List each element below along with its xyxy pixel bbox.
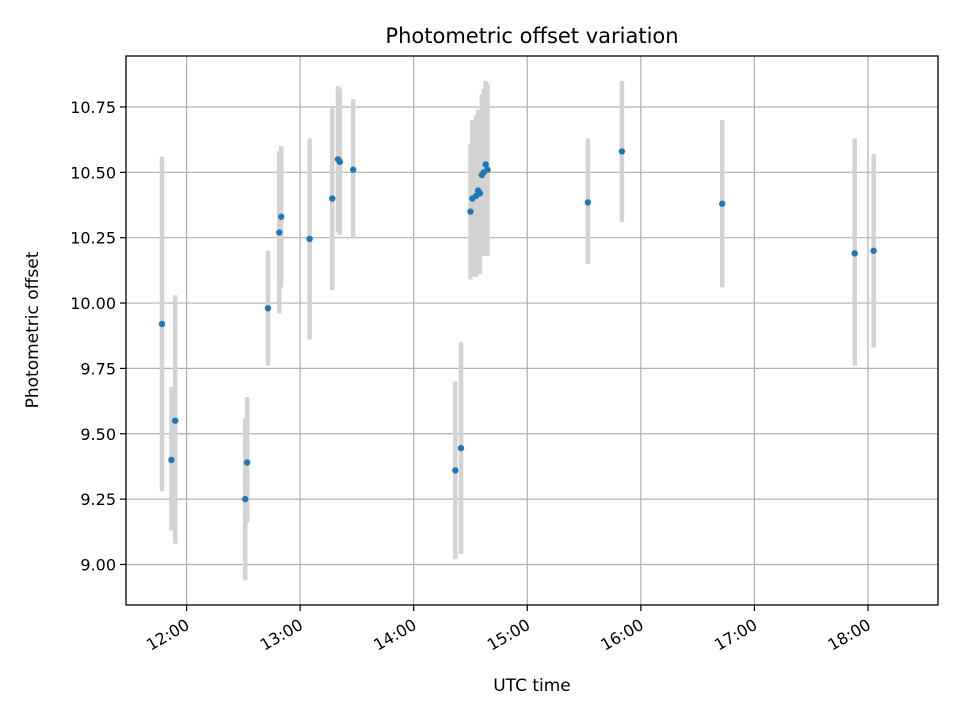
data-point <box>243 459 251 466</box>
plot-frame <box>125 55 939 606</box>
data-point <box>851 250 858 257</box>
chart-title: Photometric offset variation <box>385 24 678 48</box>
data-point <box>172 417 179 424</box>
data-point <box>870 247 877 254</box>
x-axis-label: UTC time <box>493 676 571 696</box>
data-point <box>306 235 313 243</box>
data-point <box>457 444 465 452</box>
data-point <box>278 213 285 220</box>
data-point <box>719 200 726 207</box>
data-point <box>476 190 484 197</box>
data-point <box>264 305 272 312</box>
y-tick-label: 10.00 <box>70 294 116 313</box>
data-point <box>276 229 283 236</box>
y-tick-label: 9.50 <box>80 425 116 444</box>
data-point <box>618 148 626 155</box>
y-tick-label: 9.75 <box>80 359 116 378</box>
data-point <box>467 208 474 215</box>
data-point <box>452 467 459 474</box>
y-axis-label: Photometric offset <box>23 251 43 408</box>
data-point <box>329 195 336 202</box>
y-tick-label: 10.25 <box>70 229 116 248</box>
y-tick-label: 9.00 <box>80 555 116 574</box>
data-points <box>158 148 877 503</box>
data-point <box>158 320 166 328</box>
data-point <box>168 456 175 464</box>
data-point <box>336 158 344 166</box>
data-point <box>349 166 357 173</box>
y-axis-ticks: 9.00 9.25 9.50 9.75 10.00 10.25 10.50 10.75 <box>70 98 126 574</box>
data-point <box>242 495 249 503</box>
data-point <box>484 166 491 173</box>
grid-lines <box>126 56 938 605</box>
data-point <box>482 161 489 168</box>
y-tick-label: 10.75 <box>70 98 116 117</box>
y-tick-label: 9.25 <box>80 490 116 509</box>
data-point <box>584 199 592 206</box>
y-tick-label: 10.50 <box>70 163 116 182</box>
